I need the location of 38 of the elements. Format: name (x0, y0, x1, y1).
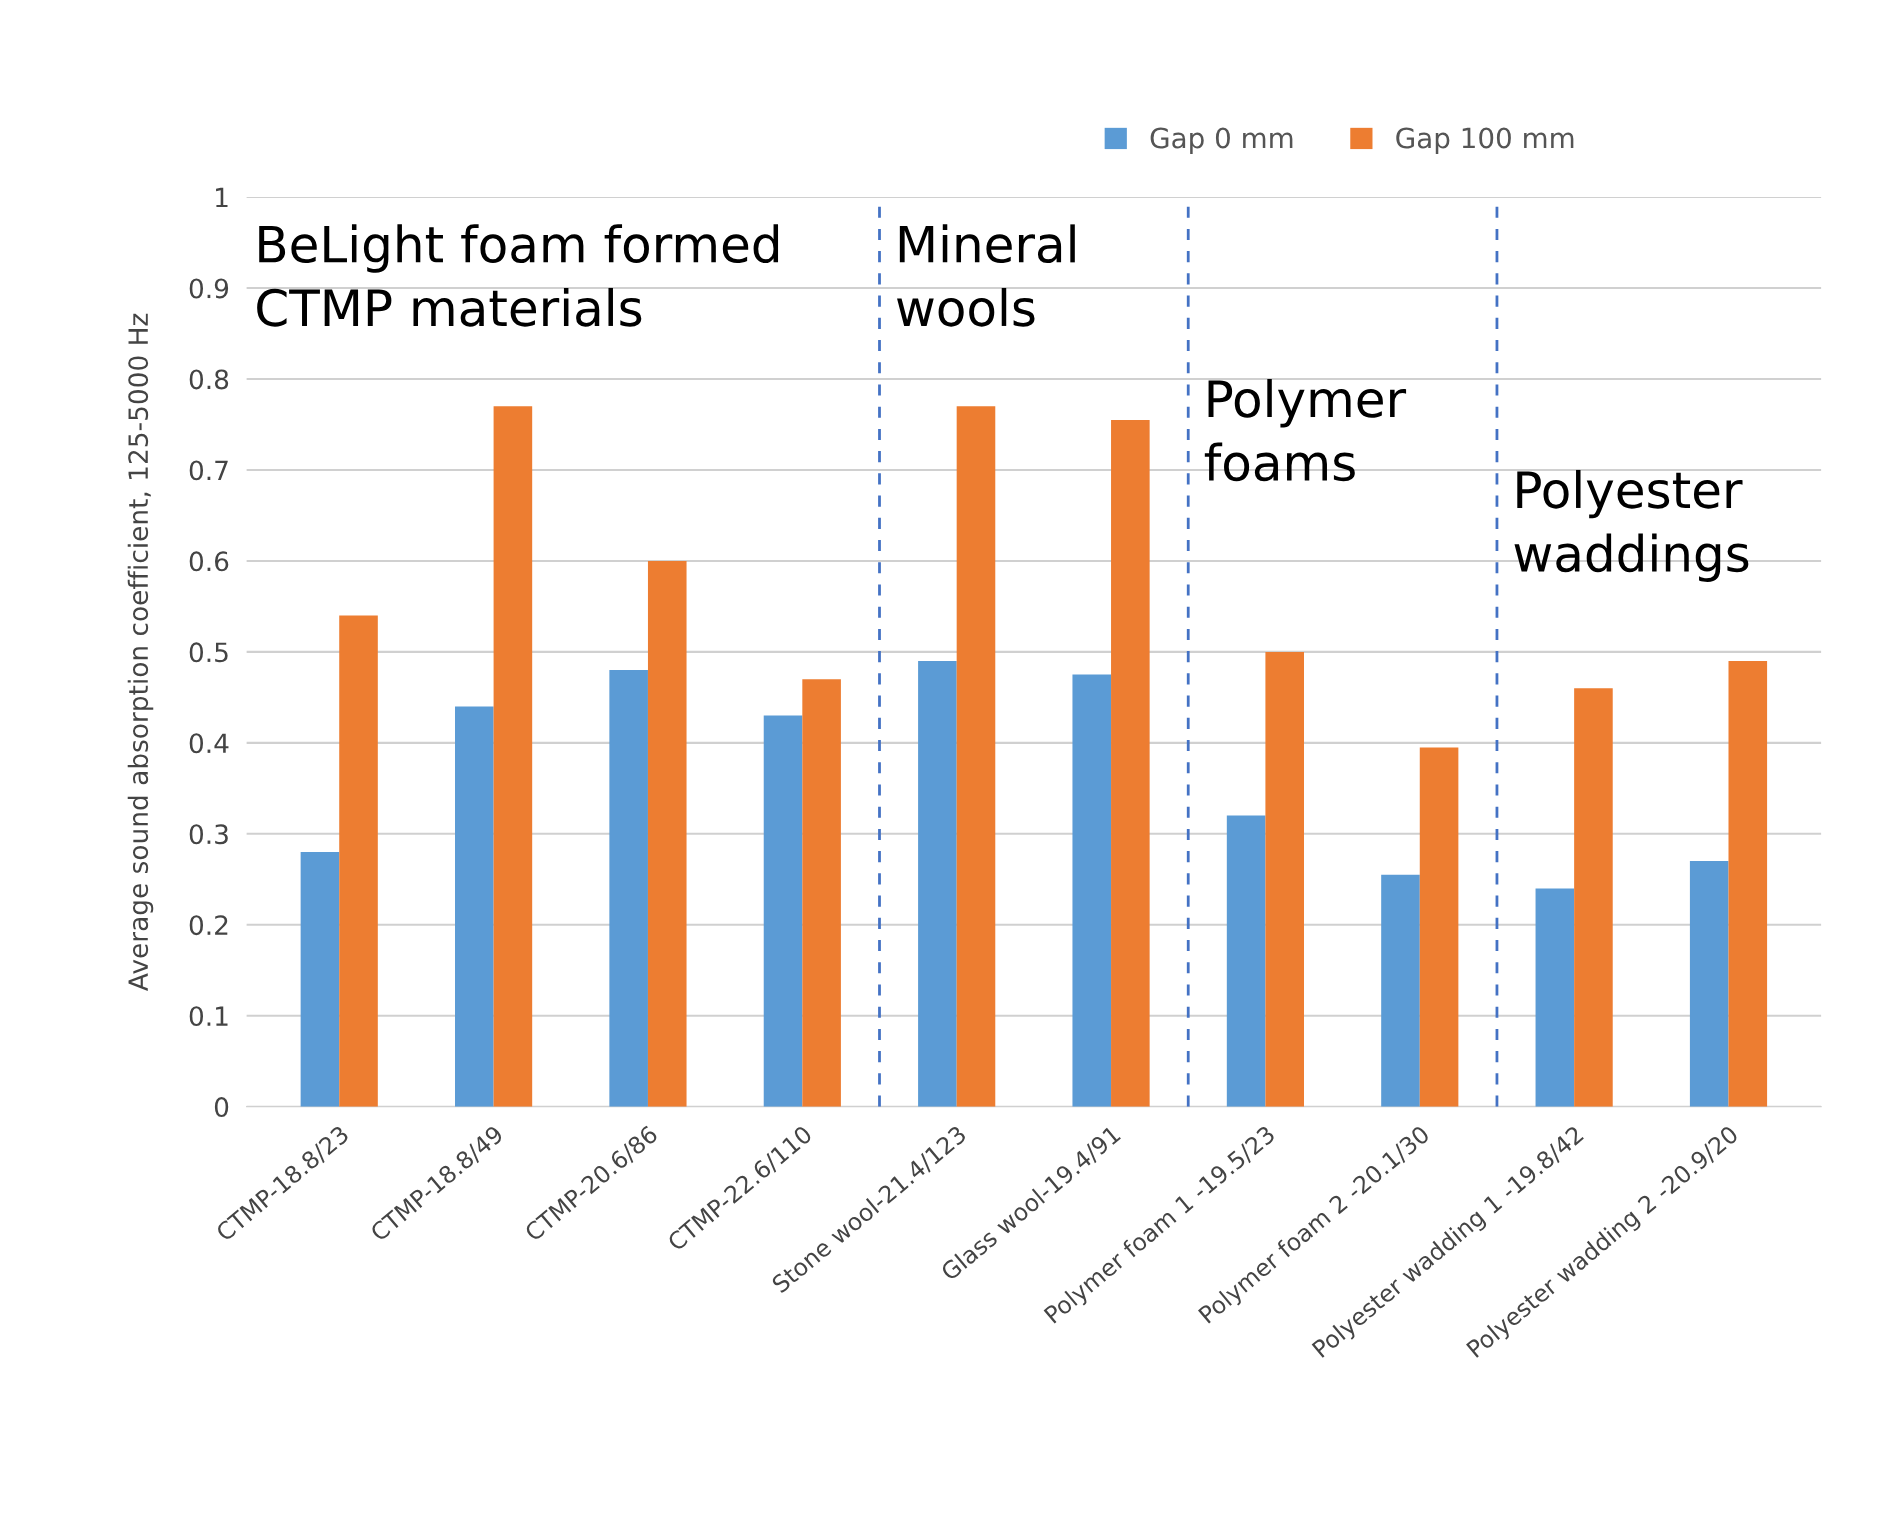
bar (763, 715, 803, 1107)
y-tick-label: 0.3 (189, 824, 228, 845)
legend-label: Gap 100 mm (1396, 127, 1574, 154)
bar (802, 679, 841, 1107)
annotation: BeLight foam formed CTMP materials (257, 224, 779, 327)
bar (1419, 747, 1459, 1107)
y-tick-label: 0.4 (189, 733, 229, 754)
bar (1265, 651, 1304, 1107)
y-axis-title: Average sound absorption coefficient, 125-5000 Hz (127, 313, 154, 991)
y-tick-label: 0.9 (189, 278, 229, 299)
bar (300, 851, 340, 1107)
y-tick-label: 0.1 (189, 1006, 228, 1027)
bar (956, 406, 996, 1107)
bar (1728, 660, 1768, 1107)
bar (918, 660, 957, 1107)
y-tick-label: 0.8 (189, 369, 229, 390)
bar (1111, 419, 1150, 1107)
y-tick-label: 0.5 (189, 642, 228, 663)
bar (1226, 815, 1266, 1107)
bar (1689, 861, 1729, 1107)
legend-label: Gap 0 mm (1150, 127, 1293, 154)
bar (339, 615, 378, 1107)
bar (1574, 688, 1613, 1107)
bar (1381, 874, 1420, 1107)
y-tick-label: 0.2 (189, 915, 228, 936)
bar (493, 406, 533, 1107)
annotation: Mineral wools (897, 224, 1075, 327)
bar (609, 670, 648, 1107)
y-tick-label: 0.6 (189, 551, 229, 572)
annotation: Polymer foams (1204, 379, 1407, 482)
y-tick-label: 1 (216, 187, 228, 208)
bar (1072, 674, 1112, 1107)
y-tick-label: 0 (214, 1097, 229, 1118)
annotation: Polyester waddings (1514, 469, 1749, 582)
bar (647, 560, 687, 1107)
bar (1535, 888, 1575, 1107)
y-tick-label: 0.7 (189, 460, 228, 481)
bar (455, 706, 494, 1107)
